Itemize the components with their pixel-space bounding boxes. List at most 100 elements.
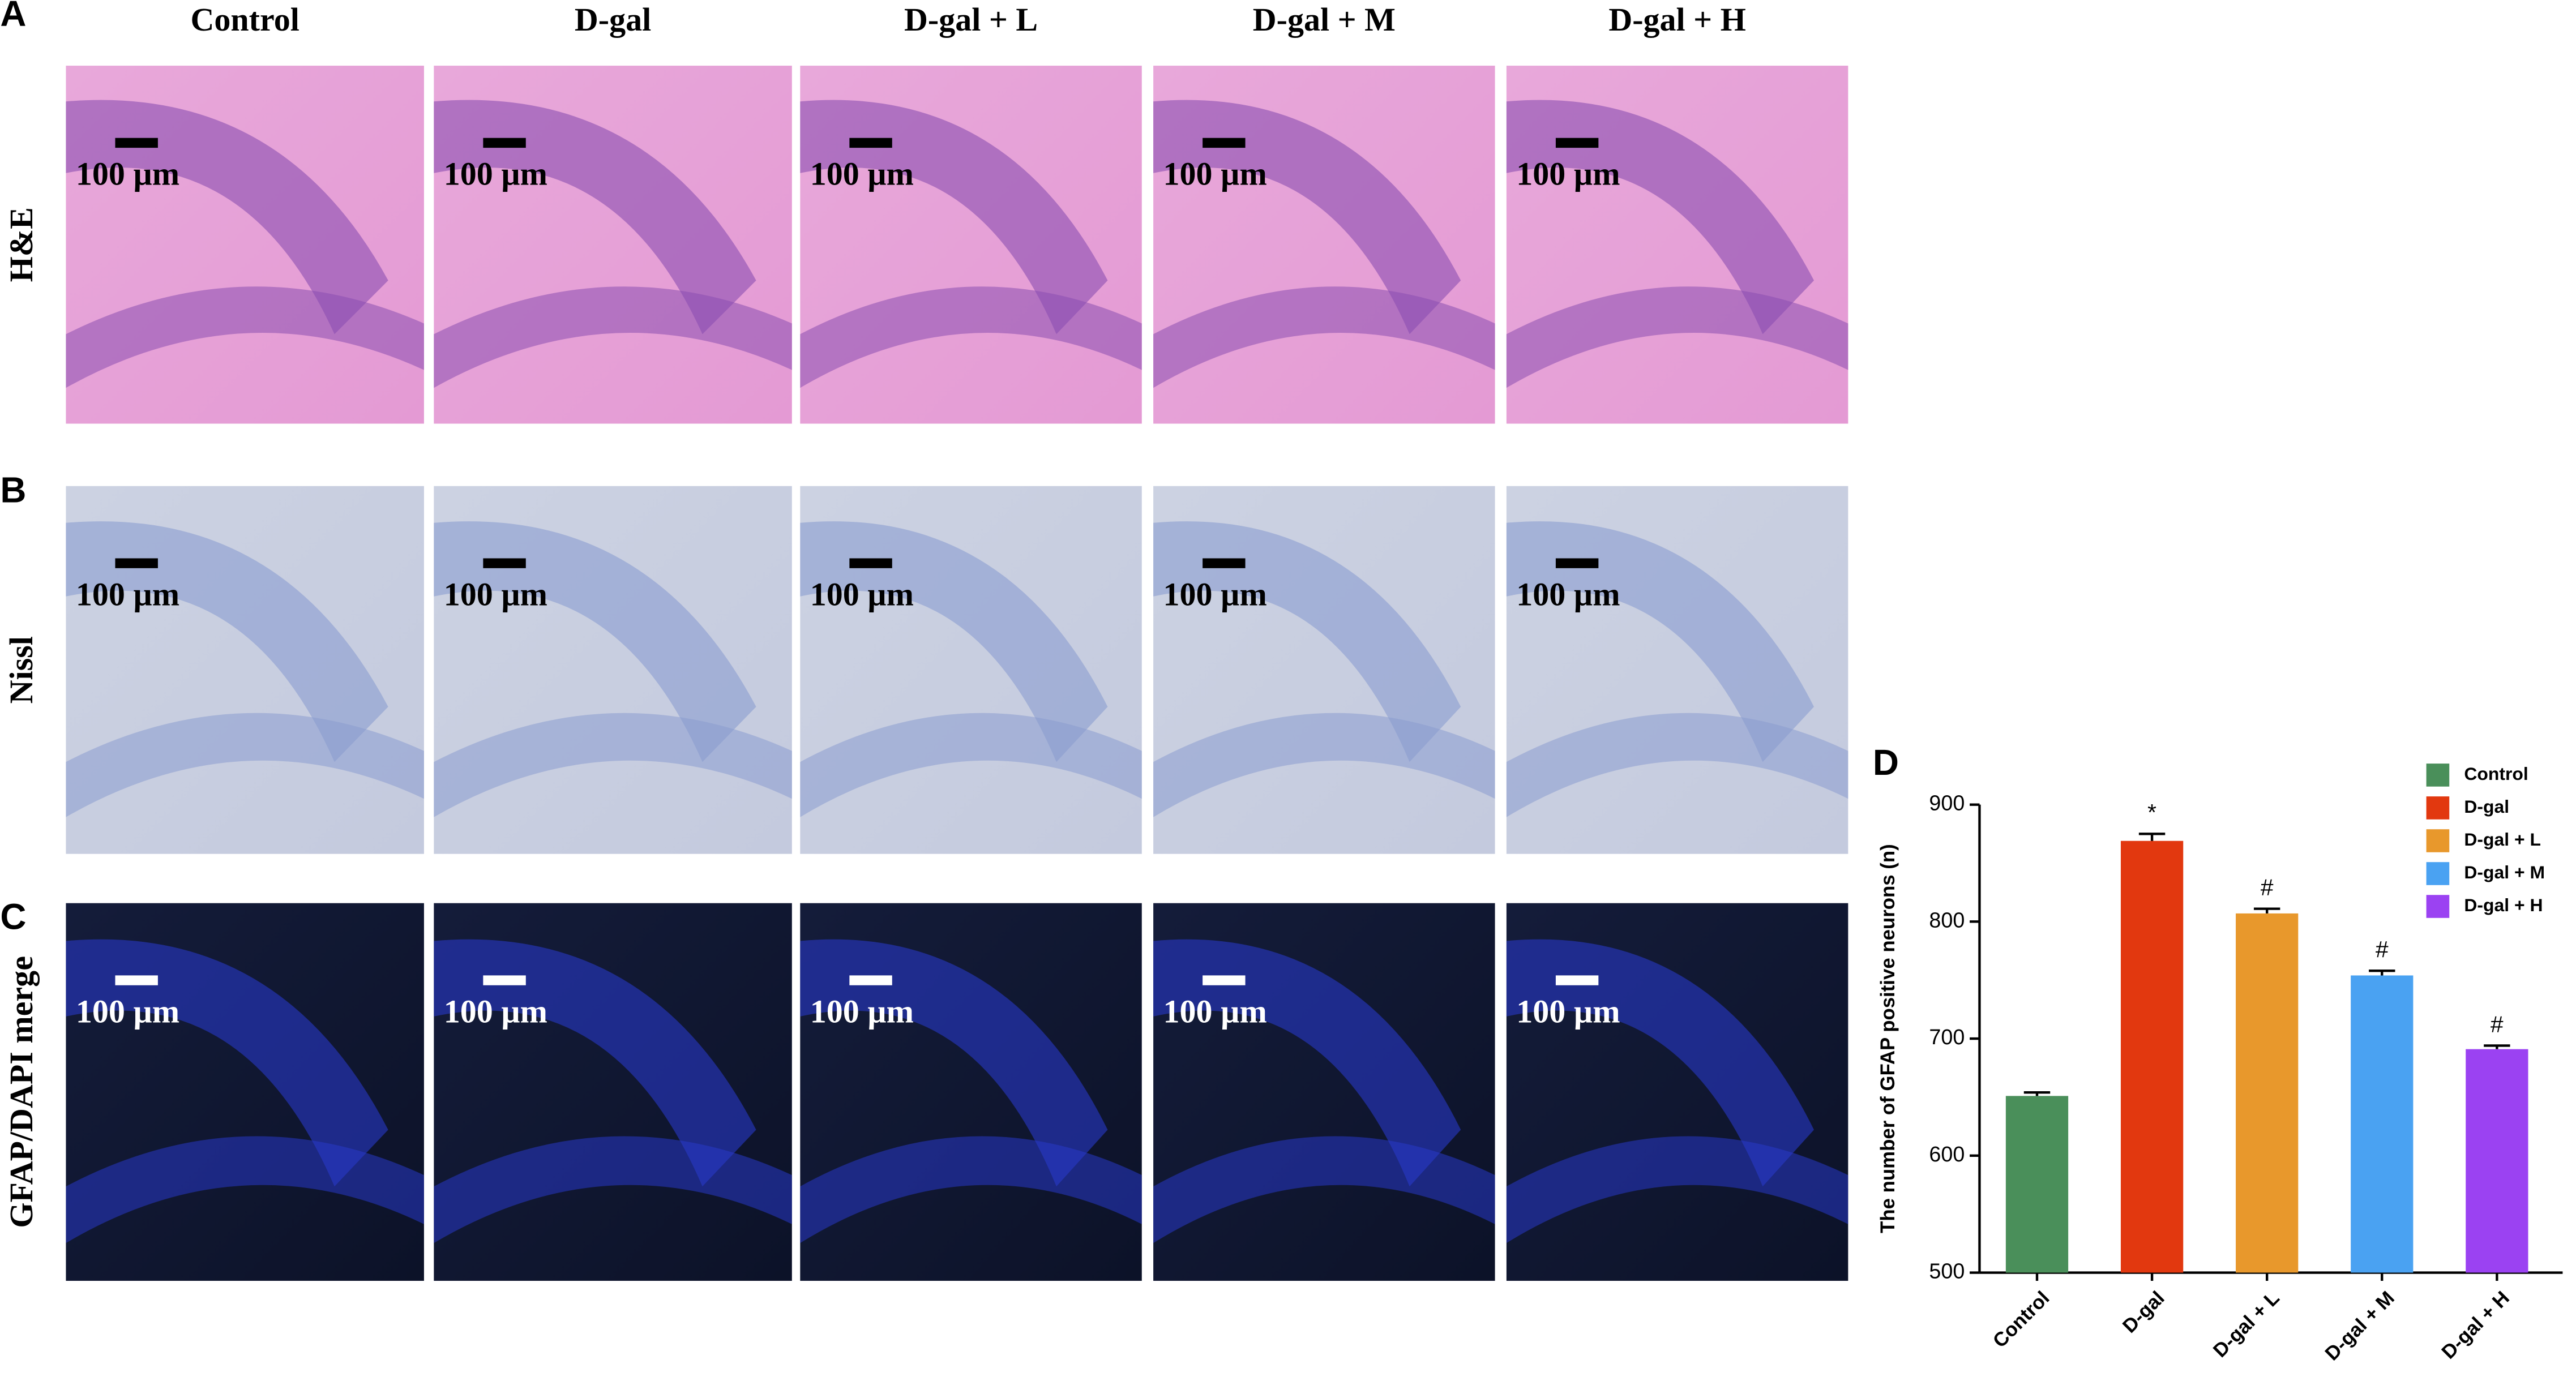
scale-bar xyxy=(483,138,526,148)
cell-layer xyxy=(1153,521,1461,762)
scale-bar-label: 100 µm xyxy=(1163,576,1267,612)
scale-bar xyxy=(1555,138,1599,148)
scale-bar xyxy=(1555,558,1599,568)
scale-bar-label: 100 µm xyxy=(444,993,547,1030)
y-tick-label: 700 xyxy=(1929,1025,1965,1049)
micrograph: 100 µm xyxy=(434,66,792,424)
error-bar xyxy=(2253,907,2280,913)
significance-mark: # xyxy=(2376,936,2389,962)
column-header: Control xyxy=(191,1,299,38)
cell-layer xyxy=(800,1136,1142,1243)
significance-mark: * xyxy=(2147,799,2156,825)
x-tick-label: D-gal xyxy=(2119,1287,2169,1337)
panel-label: C xyxy=(0,897,26,937)
micrograph: 100 µm xyxy=(66,66,424,424)
cell-layer xyxy=(1153,939,1461,1187)
scale-bar-label: 100 µm xyxy=(1163,993,1267,1030)
micrograph: 100 µm xyxy=(800,486,1142,854)
cell-layer xyxy=(800,286,1142,388)
cell-layer xyxy=(66,286,424,388)
cell-layer xyxy=(434,713,792,817)
error-bar xyxy=(2138,833,2166,841)
cell-layer xyxy=(800,521,1108,762)
scale-bar xyxy=(1203,138,1246,148)
y-tick-label: 800 xyxy=(1929,908,1965,932)
micrograph: 100 µm xyxy=(1506,903,1848,1281)
y-tick-label: 500 xyxy=(1929,1259,1965,1283)
cell-layer xyxy=(66,713,424,817)
cell-layer xyxy=(1153,1136,1495,1243)
bar xyxy=(2351,975,2414,1273)
y-axis-label: The number of GFAP positive neurons (n) xyxy=(1877,844,1899,1233)
x-tick-label: D-gal + H xyxy=(2437,1287,2514,1363)
error-bar xyxy=(2023,1091,2051,1096)
legend-label: D-gal + L xyxy=(2464,829,2541,850)
cell-layer xyxy=(1506,521,1814,762)
cell-layer xyxy=(1506,100,1814,334)
significance-mark: # xyxy=(2491,1011,2504,1037)
cell-layer xyxy=(1153,100,1461,334)
cell-layer xyxy=(66,939,388,1187)
panel-label: D xyxy=(1873,742,1899,783)
micrograph: 100 µm xyxy=(1153,903,1495,1281)
scale-bar xyxy=(849,558,892,568)
legend-swatch xyxy=(2426,796,2450,820)
scale-bar xyxy=(115,138,158,148)
micrograph: 100 µm xyxy=(434,486,792,854)
bar xyxy=(2466,1049,2528,1273)
scale-bar xyxy=(115,975,158,985)
y-tick-label: 600 xyxy=(1929,1142,1965,1166)
scale-bar-label: 100 µm xyxy=(810,576,914,612)
scale-bar xyxy=(483,558,526,568)
significance-mark: # xyxy=(2261,874,2274,900)
micrograph: 100 µm xyxy=(66,903,424,1281)
error-bar xyxy=(2369,970,2395,976)
row-label: GFAP/DAPI merge xyxy=(3,956,40,1228)
cell-layer xyxy=(66,1136,424,1243)
scale-bar xyxy=(483,975,526,985)
micrograph: 100 µm xyxy=(1506,66,1848,424)
row-label: Nissl xyxy=(3,636,40,704)
scale-bar-label: 100 µm xyxy=(810,993,914,1030)
scale-bar-label: 100 µm xyxy=(1163,156,1267,192)
micrograph: 100 µm xyxy=(800,903,1142,1281)
legend-label: D-gal xyxy=(2464,796,2509,817)
cell-layer xyxy=(1506,1136,1848,1243)
bar xyxy=(2005,1096,2069,1273)
scale-bar-label: 100 µm xyxy=(1516,576,1620,612)
cell-layer xyxy=(434,286,792,388)
micrograph: 100 µm xyxy=(434,903,792,1281)
column-header: D-gal + L xyxy=(904,1,1038,38)
scale-bar-label: 100 µm xyxy=(444,156,547,192)
micrograph: 100 µm xyxy=(800,66,1142,424)
cell-layer xyxy=(1506,286,1848,388)
legend-swatch xyxy=(2426,829,2450,852)
column-header: D-gal + H xyxy=(1608,1,1746,38)
legend-label: D-gal + H xyxy=(2464,895,2543,915)
scale-bar xyxy=(849,138,892,148)
scale-bar xyxy=(1203,558,1246,568)
scale-bar xyxy=(1203,975,1246,985)
scale-bar-label: 100 µm xyxy=(76,576,179,612)
bar xyxy=(2120,840,2184,1273)
y-tick-label: 900 xyxy=(1929,791,1965,815)
micrograph: 100 µm xyxy=(1153,66,1495,424)
cell-layer xyxy=(434,100,756,334)
cell-layer xyxy=(800,100,1108,334)
micrograph: 100 µm xyxy=(1506,486,1848,854)
row-label: H&E xyxy=(3,207,40,282)
panel-label: B xyxy=(0,469,26,510)
cell-layer xyxy=(800,939,1108,1187)
cell-layer xyxy=(66,100,388,334)
x-tick-label: D-gal + L xyxy=(2209,1287,2284,1362)
cell-layer xyxy=(1153,286,1495,388)
scale-bar-label: 100 µm xyxy=(810,156,914,192)
scale-bar xyxy=(115,558,158,568)
micrograph: 100 µm xyxy=(66,486,424,854)
cell-layer xyxy=(800,713,1142,817)
cell-layer xyxy=(434,939,756,1187)
legend-swatch xyxy=(2426,895,2450,918)
micrograph: 100 µm xyxy=(1153,486,1495,854)
